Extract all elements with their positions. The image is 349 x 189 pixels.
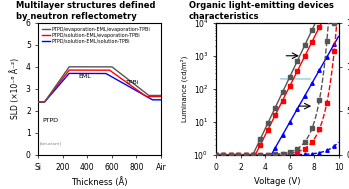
Text: EML: EML [79,74,91,79]
X-axis label: Voltage (V): Voltage (V) [254,177,300,186]
X-axis label: Thickness (Å): Thickness (Å) [72,177,128,187]
Text: PTPD: PTPD [42,118,58,123]
Text: [structure]: [structure] [40,141,62,145]
Legend: PTPD/evaporation-EML/evaporation-TPBi, PTPD/solution-EML/evaporation-TPBi, PTPD/: PTPD/evaporation-EML/evaporation-TPBi, P… [41,25,151,45]
Text: Multilayer structures defined
by neutron reflectometry: Multilayer structures defined by neutron… [16,1,156,21]
Y-axis label: Luminance (cd/m²): Luminance (cd/m²) [180,56,188,122]
Y-axis label: SLD (×10⁻⁶ Å⁻²): SLD (×10⁻⁶ Å⁻²) [10,58,20,119]
Text: TPBi: TPBi [126,81,140,85]
Text: Organic light-emitting devices
characteristics: Organic light-emitting devices character… [189,1,334,21]
